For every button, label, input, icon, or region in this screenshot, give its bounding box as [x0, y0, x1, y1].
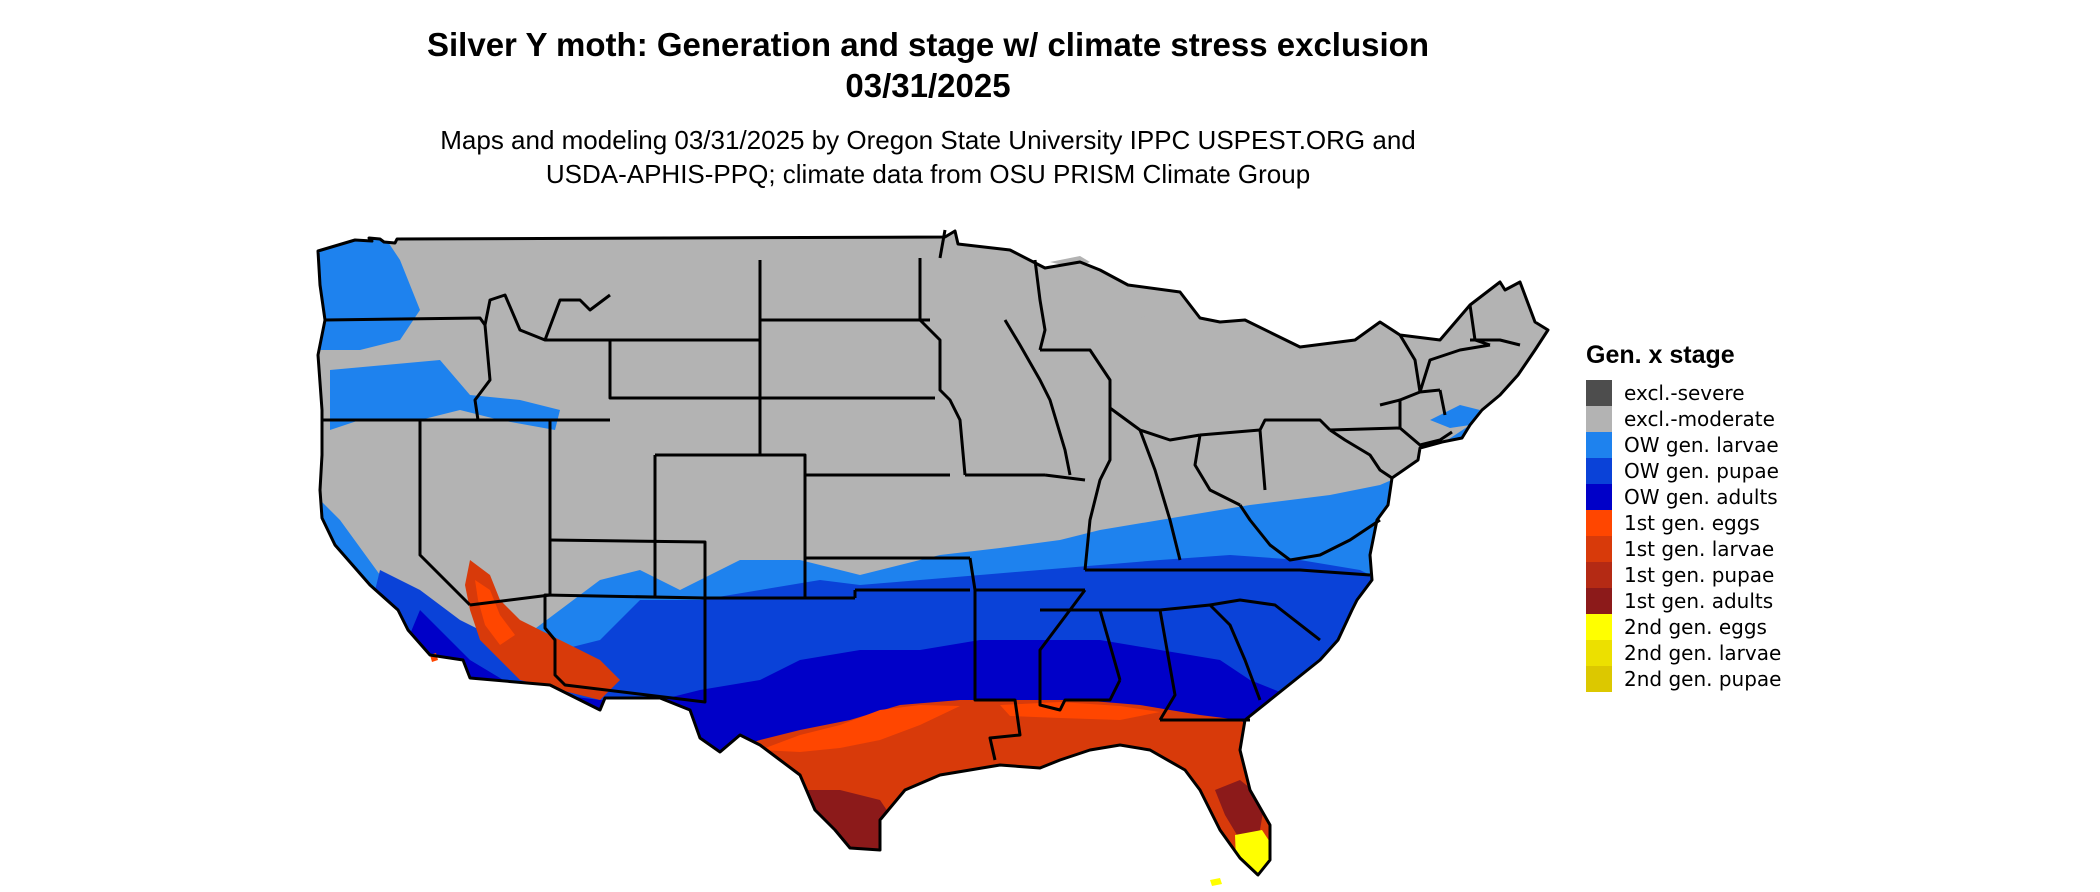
subtitle-line-1: Maps and modeling 03/31/2025 by Oregon S… [440, 125, 1416, 155]
legend-swatch [1586, 484, 1612, 510]
legend-item: 1st gen. pupae [1586, 562, 1781, 588]
legend-swatch [1586, 614, 1612, 640]
legend-label: OW gen. larvae [1624, 433, 1779, 457]
legend-label: 1st gen. pupae [1624, 563, 1775, 587]
legend-item: 2nd gen. eggs [1586, 614, 1781, 640]
legend-label: OW gen. pupae [1624, 459, 1779, 483]
legend-item: excl.-moderate [1586, 406, 1781, 432]
legend-item: 1st gen. larvae [1586, 536, 1781, 562]
legend-swatch [1586, 588, 1612, 614]
legend-swatch [1586, 640, 1612, 666]
legend-swatch [1586, 458, 1612, 484]
legend-label: 1st gen. adults [1624, 589, 1774, 613]
legend-swatch [1586, 666, 1612, 692]
title-line-1: Silver Y moth: Generation and stage w/ c… [427, 26, 1429, 63]
legend-label: OW gen. adults [1624, 485, 1778, 509]
legend-items: excl.-severe excl.-moderate OW gen. larvae… [1586, 380, 1781, 692]
map-title: Silver Y moth: Generation and stage w/ c… [0, 24, 1856, 106]
legend-label: 2nd gen. larvae [1624, 641, 1782, 665]
legend-label: 1st gen. larvae [1624, 537, 1775, 561]
legend-title: Gen. x stage [1586, 341, 1735, 369]
legend-item: OW gen. adults [1586, 484, 1781, 510]
legend-label: 2nd gen. eggs [1624, 615, 1767, 639]
legend-item: excl.-severe [1586, 380, 1781, 406]
legend-item: OW gen. larvae [1586, 432, 1781, 458]
legend-item: 1st gen. adults [1586, 588, 1781, 614]
legend-item: OW gen. pupae [1586, 458, 1781, 484]
legend-swatch [1586, 432, 1612, 458]
legend: Gen. x stage excl.-severe excl.-moderate O… [1586, 340, 1781, 692]
legend-label: 1st gen. eggs [1624, 511, 1760, 535]
legend-item: 1st gen. eggs [1586, 510, 1781, 536]
legend-swatch [1586, 380, 1612, 406]
legend-item: 2nd gen. larvae [1586, 640, 1781, 666]
legend-label: excl.-severe [1624, 381, 1745, 405]
legend-label: 2nd gen. pupae [1624, 667, 1782, 691]
legend-swatch [1586, 562, 1612, 588]
title-line-2: 03/31/2025 [845, 67, 1011, 104]
legend-swatch [1586, 510, 1612, 536]
legend-swatch [1586, 536, 1612, 562]
legend-swatch [1586, 406, 1612, 432]
subtitle-line-2: USDA-APHIS-PPQ; climate data from OSU PR… [545, 159, 1311, 189]
legend-label: excl.-moderate [1624, 407, 1775, 431]
legend-item: 2nd gen. pupae [1586, 666, 1781, 692]
map-subtitle: Maps and modeling 03/31/2025 by Oregon S… [0, 123, 1856, 191]
